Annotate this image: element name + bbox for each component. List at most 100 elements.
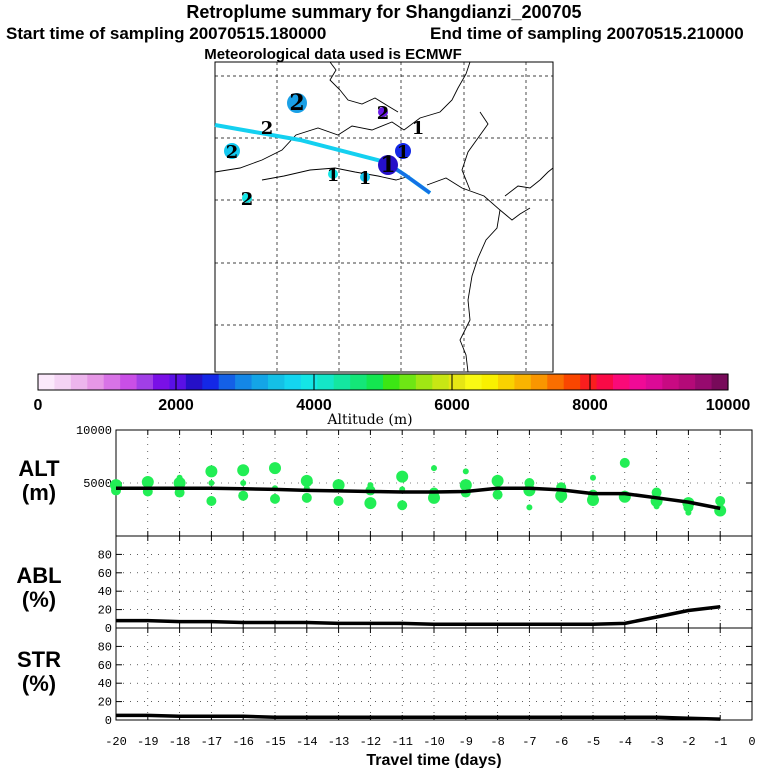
x-tick-label: -5 bbox=[586, 735, 600, 749]
cluster-marker bbox=[395, 143, 411, 159]
alt-cluster-dot bbox=[141, 475, 154, 488]
colorbar-segment bbox=[415, 374, 433, 390]
alt-cluster-dot bbox=[431, 465, 437, 472]
alt-cluster-dot bbox=[683, 502, 694, 513]
str-y-tick-label: 60 bbox=[98, 659, 112, 673]
x-tick-label: -19 bbox=[137, 735, 159, 749]
start-time-label: Start time of sampling 20070515.180000 bbox=[6, 24, 327, 43]
str-y-tick-label: 40 bbox=[98, 677, 112, 691]
x-tick-label: -3 bbox=[649, 735, 663, 749]
alt-cluster-dot bbox=[462, 468, 469, 475]
x-tick-label: 0 bbox=[748, 735, 755, 749]
map-coastline bbox=[426, 177, 501, 373]
colorbar-segment bbox=[711, 374, 729, 390]
map-coastline bbox=[261, 167, 411, 181]
colorbar-segment bbox=[169, 374, 187, 390]
alt-cluster-dot bbox=[335, 481, 342, 488]
colorbar-segment bbox=[87, 374, 105, 390]
colorbar-segment bbox=[530, 374, 548, 390]
colorbar-segment bbox=[185, 374, 203, 390]
alt-cluster-dot bbox=[240, 480, 247, 486]
cluster-number-label: 2 bbox=[261, 118, 274, 139]
abl-y-tick-label: 80 bbox=[98, 548, 112, 562]
alt-cluster-dot bbox=[237, 464, 250, 477]
str-panel-label: STR (%) bbox=[4, 648, 74, 696]
abl-panel: 80 60 40 20 0 bbox=[98, 535, 753, 636]
colorbar-segment bbox=[465, 374, 483, 390]
colorbar-segment bbox=[317, 374, 335, 390]
abl-y-tick-label: 0 bbox=[105, 622, 112, 636]
alt-cluster-dot bbox=[491, 474, 504, 487]
alt-panel: 10000 5000 bbox=[76, 424, 753, 537]
colorbar-segment bbox=[613, 374, 631, 390]
cluster-marker bbox=[378, 107, 388, 117]
cluster-number-label: 1 bbox=[327, 165, 340, 186]
alt-cluster-dot bbox=[206, 496, 217, 507]
colorbar-segment bbox=[645, 374, 663, 390]
alt-cluster-dot bbox=[364, 497, 377, 510]
abl-panel-frame bbox=[115, 535, 753, 629]
alt-cluster-dot bbox=[367, 482, 374, 489]
x-tick-label: -12 bbox=[360, 735, 382, 749]
x-tick-label: -8 bbox=[490, 735, 504, 749]
alt-cluster-dot bbox=[492, 489, 503, 500]
map-coastline bbox=[499, 207, 531, 221]
colorbar-segment bbox=[596, 374, 614, 390]
cluster-number-label: 1 bbox=[359, 168, 372, 189]
str-y-tick-label: 20 bbox=[98, 696, 112, 710]
colorbar-tick-label: 0 bbox=[34, 397, 43, 414]
cluster-number-label: 1 bbox=[412, 118, 425, 139]
colorbar-segment bbox=[235, 374, 253, 390]
colorbar-segment bbox=[432, 374, 450, 390]
colorbar-segment bbox=[251, 374, 269, 390]
x-tick-label: -6 bbox=[554, 735, 568, 749]
alt-panel-label: ALT (m) bbox=[4, 457, 74, 505]
alt-label-line2: (m) bbox=[21, 480, 57, 505]
colorbar-tick-label: 8000 bbox=[572, 397, 608, 414]
x-tick-label: -17 bbox=[201, 735, 223, 749]
x-tick-label: -13 bbox=[328, 735, 350, 749]
colorbar-segment bbox=[54, 374, 72, 390]
alt-cluster-dot bbox=[173, 477, 186, 489]
colorbar-segment bbox=[333, 374, 351, 390]
colorbar-segment bbox=[202, 374, 220, 390]
colorbar-tick-label: 6000 bbox=[434, 397, 470, 414]
x-tick-label: -14 bbox=[296, 735, 318, 749]
alt-y-tick-label: 10000 bbox=[76, 424, 112, 438]
x-tick-label: -20 bbox=[105, 735, 127, 749]
x-tick-label: -11 bbox=[391, 735, 413, 749]
colorbar-segment bbox=[153, 374, 171, 390]
colorbar-segment bbox=[695, 374, 713, 390]
alt-label-line1: ALT bbox=[18, 456, 60, 481]
cluster-number-label: 2 bbox=[289, 90, 304, 116]
map-coastline bbox=[504, 179, 541, 197]
alt-cluster-dot bbox=[653, 503, 660, 510]
figure-title: Retroplume summary for Shangdianzi_20070… bbox=[186, 2, 582, 22]
alt-cluster-dot bbox=[176, 474, 183, 481]
colorbar-tick-label: 2000 bbox=[158, 397, 194, 414]
x-tick-label: -10 bbox=[423, 735, 445, 749]
x-tick-label: -7 bbox=[522, 735, 536, 749]
alt-cluster-dot bbox=[238, 490, 249, 501]
x-tick-label: -2 bbox=[681, 735, 695, 749]
x-axis-label: Travel time (days) bbox=[366, 752, 501, 768]
colorbar-segment bbox=[218, 374, 236, 390]
cluster-marker bbox=[360, 172, 370, 182]
cluster-number-label: 1 bbox=[397, 142, 410, 163]
alt-cluster-dot bbox=[685, 509, 692, 516]
str-panel: 80 60 40 20 0 bbox=[98, 627, 753, 728]
alt-cluster-dot bbox=[300, 474, 313, 487]
colorbar-segment bbox=[136, 374, 154, 390]
colorbar-segment bbox=[383, 374, 401, 390]
colorbar-segment bbox=[399, 374, 417, 390]
colorbar-segment bbox=[366, 374, 384, 390]
cluster-marker bbox=[287, 93, 307, 113]
colorbar-segment bbox=[120, 374, 138, 390]
colorbar-segment bbox=[498, 374, 516, 390]
str-series-line bbox=[116, 713, 721, 721]
x-tick-label: -16 bbox=[232, 735, 254, 749]
colorbar-segment bbox=[38, 374, 56, 390]
alt-cluster-dot bbox=[397, 500, 408, 511]
